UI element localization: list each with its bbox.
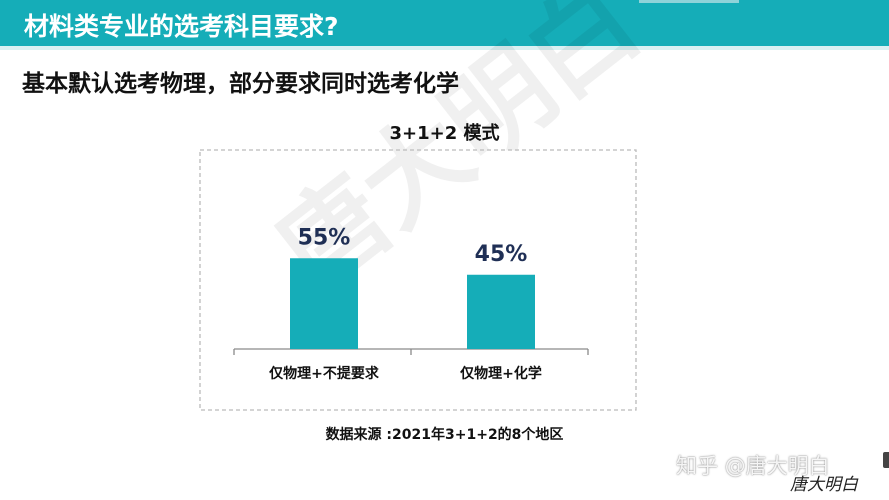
signature-watermark: 唐大明白 [790,470,858,495]
bar-value-label-2: 45% [475,242,528,267]
chart-frame [200,150,636,410]
category-label-2: 仅物理+化学 [459,365,542,382]
bar-value-label-1: 55% [298,225,351,250]
data-source: 数据来源 :2021年3+1+2的8个地区 [0,424,889,444]
bar-1 [290,258,358,349]
category-label-1: 仅物理+不提要求 [268,365,380,382]
bar-2 [467,275,535,349]
edge-tab[interactable] [883,452,889,468]
